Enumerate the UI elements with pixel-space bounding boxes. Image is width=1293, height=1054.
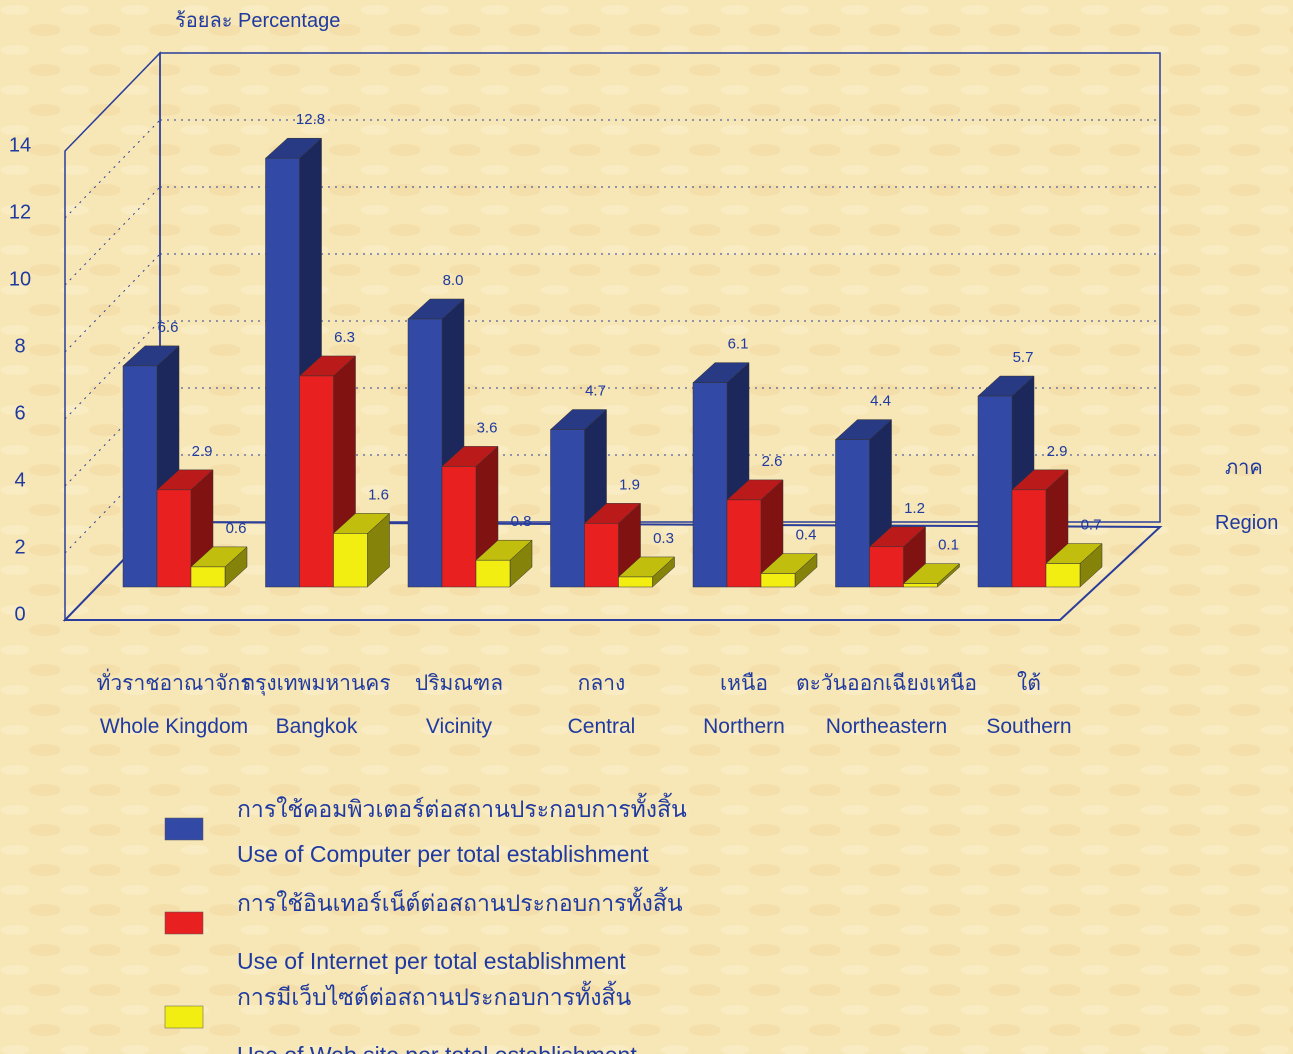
y-axis-label: ร้อยละ Percentage — [175, 10, 340, 32]
value-label: 3.6 — [477, 419, 498, 436]
bar — [760, 553, 818, 588]
value-label: 1.6 — [368, 486, 389, 503]
y-tick-label: 12 — [9, 201, 31, 223]
x-tick-label: ปริมณฑล — [415, 672, 503, 695]
bar — [1045, 542, 1103, 588]
bar-front — [977, 395, 1013, 588]
legend-label-en: Use of Computer per total establishment — [237, 841, 649, 867]
value-label: 2.6 — [762, 453, 783, 470]
bar — [407, 298, 465, 588]
x-tick-label-en: Vicinity — [426, 715, 493, 738]
grid-line — [64, 320, 161, 420]
value-label: 0.6 — [226, 520, 247, 537]
value-label: 0.4 — [796, 527, 817, 544]
y-tick-label: 2 — [14, 536, 25, 558]
legend-swatch — [164, 1005, 204, 1029]
bar-front — [156, 489, 192, 588]
value-label: 4.7 — [585, 383, 606, 400]
x-axis-label: ภาค — [1225, 457, 1263, 479]
bar — [902, 563, 961, 588]
value-label: 6.3 — [334, 329, 355, 346]
x-tick-label-en: Whole Kingdom — [100, 715, 248, 738]
bar — [332, 512, 391, 588]
y-tick-label: 14 — [9, 134, 31, 156]
x-axis-label-en: Region — [1215, 512, 1278, 534]
bar-front — [122, 365, 158, 588]
legend-label: การใช้คอมพิวเตอร์ต่อสถานประกอบการทั้งสิ้… — [237, 793, 687, 822]
bar-front — [333, 533, 368, 588]
grid-line — [64, 52, 161, 152]
value-label: 2.9 — [1047, 443, 1068, 460]
bar-front — [869, 546, 904, 588]
bar-front — [1045, 563, 1081, 588]
grid-line — [64, 253, 161, 353]
grid-line — [64, 119, 161, 219]
bar-front — [190, 566, 226, 588]
value-label: 5.7 — [1013, 349, 1034, 366]
x-tick-label: ตะวันออกเฉียงเหนือ — [796, 672, 977, 695]
value-label: 6.1 — [728, 336, 749, 353]
y-tick-label: 6 — [14, 402, 25, 424]
bar-front — [903, 583, 938, 588]
value-label: 2.9 — [192, 443, 213, 460]
bar-front — [692, 382, 728, 588]
bar-front — [1011, 489, 1047, 588]
x-tick-label: เหนือ — [720, 672, 768, 695]
bar-front — [441, 466, 477, 588]
x-tick-label: กรุงเทพมหานคร — [242, 672, 390, 696]
legend-label-en: Use of Internet per total establishment — [237, 948, 626, 974]
legend-label: การมีเว็บไซต์ต่อสถานประกอบการทั้งสิ้น — [237, 981, 631, 1010]
value-label: 6.6 — [158, 319, 179, 336]
x-tick-label: ทั่วราชอาณาจักร — [97, 668, 252, 695]
x-tick-label-en: Bangkok — [276, 715, 358, 738]
bar-front — [760, 573, 796, 588]
value-label: 8.0 — [443, 272, 464, 289]
x-tick-label-en: Northeastern — [826, 715, 947, 738]
x-tick-label: ใต้ — [1017, 671, 1041, 695]
bar-front — [618, 576, 653, 588]
bar — [475, 539, 533, 588]
bar — [190, 546, 248, 588]
bar-front — [584, 523, 619, 588]
y-tick-label: 10 — [9, 268, 31, 290]
bar-front — [299, 375, 334, 588]
x-tick-label-en: Central — [568, 715, 636, 738]
value-label: 0.3 — [653, 530, 674, 547]
bar-front — [407, 318, 443, 588]
value-label: 0.8 — [511, 513, 532, 530]
x-tick-label-en: Southern — [986, 715, 1071, 738]
value-label: 4.4 — [870, 393, 891, 410]
value-label: 0.7 — [1081, 517, 1102, 534]
y-tick-label: 0 — [14, 603, 25, 625]
bar-front — [726, 499, 762, 588]
x-tick-label: กลาง — [578, 672, 626, 695]
legend-label: การใช้อินเทอร์เน็ต์ต่อสถานประกอบการทั้งส… — [237, 887, 683, 916]
legend-swatch — [164, 817, 204, 841]
legend-swatch — [164, 911, 204, 935]
y-tick-label: 4 — [14, 469, 25, 491]
bar-front — [475, 559, 511, 588]
value-label: 1.2 — [904, 500, 925, 517]
y-tick-label: 8 — [14, 335, 25, 357]
bar-front — [265, 157, 300, 588]
value-label: 1.9 — [619, 476, 640, 493]
bar-front — [550, 429, 585, 588]
bar-front — [835, 439, 870, 588]
value-label: 0.1 — [938, 537, 959, 554]
value-label: 12.8 — [296, 111, 325, 128]
legend-label-en: Use of Web site per total establishment — [237, 1042, 637, 1054]
x-tick-label-en: Northern — [703, 715, 785, 738]
bar — [617, 556, 676, 588]
grid-line — [64, 186, 161, 286]
